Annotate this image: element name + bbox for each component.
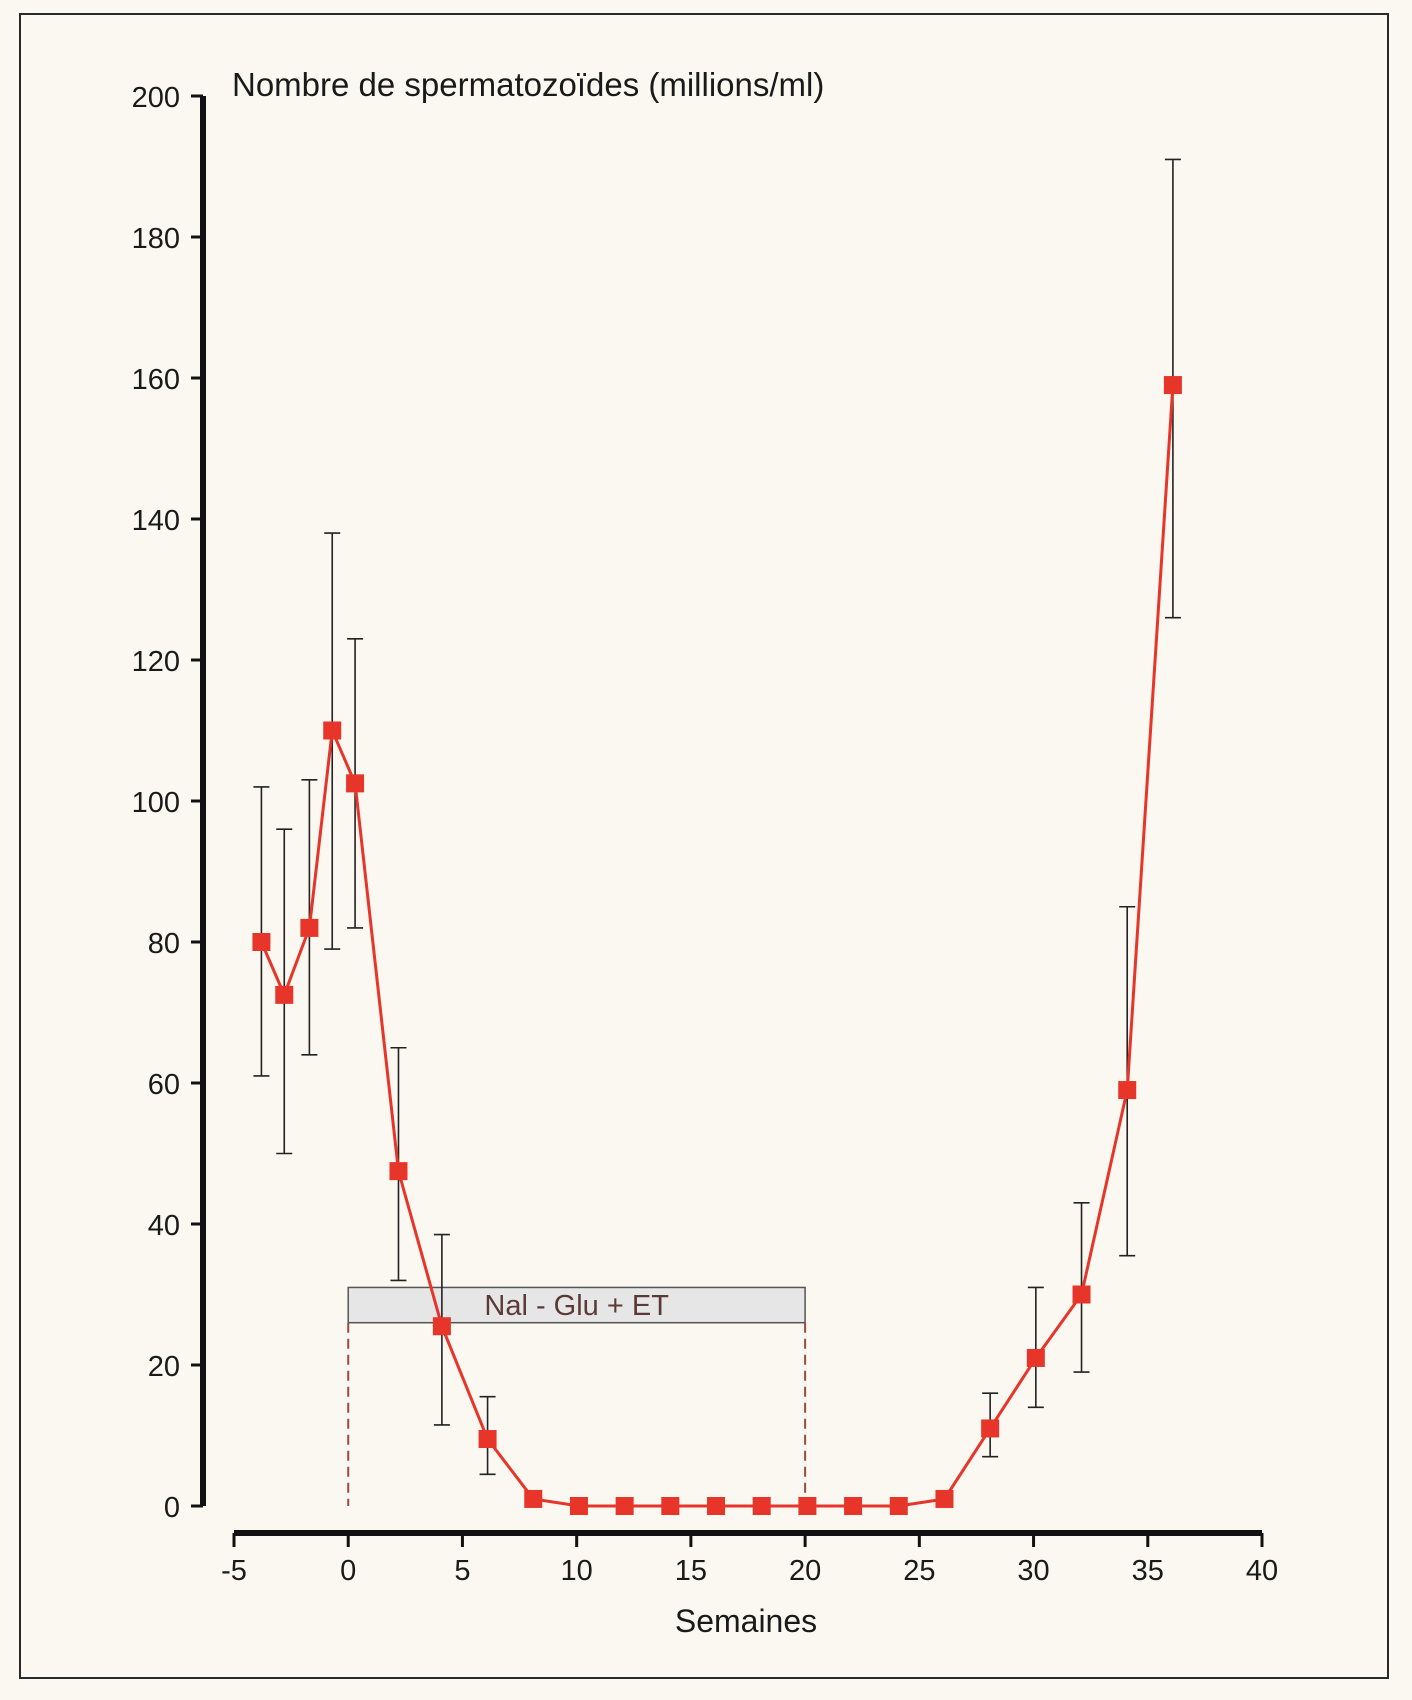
x-tick-label: 15 [675, 1555, 707, 1587]
y-tick-label: 120 [132, 646, 180, 678]
y-tick-label: 160 [132, 364, 180, 396]
y-tick-label: 200 [132, 82, 180, 114]
data-point-marker [323, 721, 342, 740]
data-point-marker [252, 933, 271, 951]
y-tick-label: 140 [132, 505, 180, 537]
data-point-marker [752, 1497, 771, 1515]
x-tick-label: -5 [221, 1555, 247, 1587]
x-tick-label: 0 [340, 1555, 356, 1587]
data-markers [252, 376, 1182, 1515]
data-point-marker [432, 1317, 451, 1336]
data-point-marker [844, 1497, 863, 1515]
data-point-marker [981, 1419, 1000, 1438]
y-axis: 0 20 40 60 80 100 120 140 160 180 200 [132, 82, 206, 1524]
x-tick-label: 25 [903, 1555, 935, 1587]
frame-border [19, 13, 1389, 1679]
data-point-marker [478, 1430, 497, 1449]
data-point-marker [1118, 1081, 1137, 1100]
treatment-period-box [347, 1286, 806, 1324]
x-tick-label: 40 [1246, 1555, 1278, 1587]
data-point-marker [615, 1497, 634, 1515]
error-bars [253, 158, 1181, 1476]
y-tick-label: 80 [148, 928, 180, 960]
y-tick-label: 60 [148, 1069, 180, 1101]
y-tick-label: 40 [148, 1210, 180, 1242]
x-axis-label: Semaines [675, 1603, 817, 1639]
y-axis-title: Nombre de spermatozoïdes (millions/ml) [232, 66, 824, 103]
y-tick-label: 0 [164, 1492, 180, 1524]
data-point-marker [524, 1489, 543, 1508]
data-point-marker [935, 1489, 954, 1508]
data-point-marker [389, 1162, 408, 1181]
data-point-marker [1026, 1348, 1045, 1367]
y-tick-label: 20 [148, 1351, 180, 1383]
x-tick-label: 20 [789, 1555, 821, 1587]
data-point-marker [661, 1497, 680, 1515]
x-tick-label: 10 [561, 1555, 593, 1587]
annotation-group: Nal - Glu + ET [347, 1286, 807, 1506]
data-point-marker [275, 985, 294, 1004]
data-point-marker [346, 774, 365, 793]
data-point-marker [707, 1497, 726, 1515]
x-tick-label: 35 [1132, 1555, 1164, 1587]
data-point-marker [798, 1497, 817, 1515]
data-point-marker [1163, 376, 1182, 395]
y-tick-label: 180 [132, 223, 180, 255]
x-tick-label: 30 [1017, 1555, 1049, 1587]
x-tick-label: 5 [454, 1555, 470, 1587]
x-axis: -5 0 5 10 15 20 25 30 35 40 [221, 1530, 1278, 1587]
treatment-label: Nal - Glu + ET [484, 1290, 669, 1322]
data-point-marker [889, 1497, 908, 1515]
data-point-marker [1072, 1285, 1091, 1304]
data-point-marker [300, 918, 319, 937]
data-point-marker [569, 1497, 588, 1515]
y-tick-label: 100 [132, 787, 180, 819]
